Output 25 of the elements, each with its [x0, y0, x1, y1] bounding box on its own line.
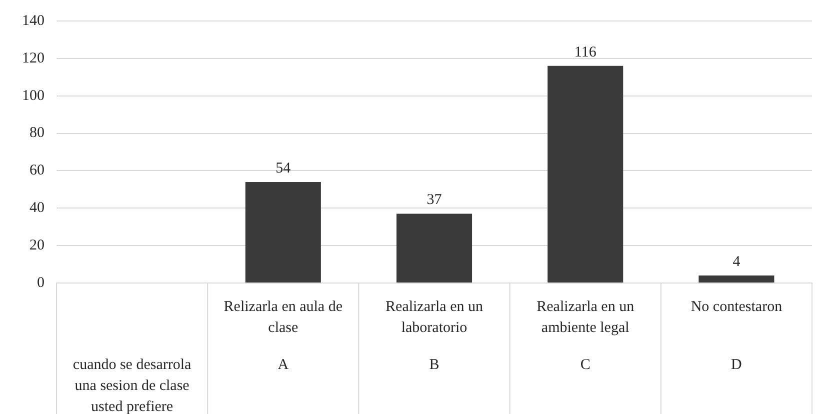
data-label: 4 — [732, 254, 741, 270]
x-tick-label: Realizarla en un laboratorio — [386, 298, 484, 336]
x-tick-label: Relizarla en aula de clase — [224, 298, 343, 336]
text: A — [278, 356, 289, 373]
text: cuando se desarrola una sesion de clase usted prefiere — [72, 356, 192, 414]
text: C — [580, 356, 590, 373]
data-label: 54 — [276, 160, 292, 176]
y-tick-label: 140 — [22, 12, 44, 29]
y-tick-label: 20 — [30, 238, 44, 254]
bar — [245, 182, 321, 282]
bar — [548, 66, 624, 282]
text: B — [429, 356, 440, 373]
bar — [698, 276, 774, 282]
data-label: 116 — [574, 44, 597, 60]
y-tick-label: 60 — [30, 162, 44, 179]
y-tick-label: 100 — [22, 88, 44, 104]
y-tick-label: 40 — [30, 200, 44, 216]
y-tick-label: 80 — [30, 125, 44, 142]
bar — [396, 214, 472, 282]
y-tick-label: 0 — [37, 274, 44, 291]
data-label: 37 — [426, 192, 442, 208]
x-tick-label: No contestaron — [690, 298, 783, 315]
x-tick-label: Realizarla en un ambiente legal — [536, 298, 635, 336]
text: D — [731, 356, 742, 373]
y-tick-label: 120 — [22, 50, 44, 66]
